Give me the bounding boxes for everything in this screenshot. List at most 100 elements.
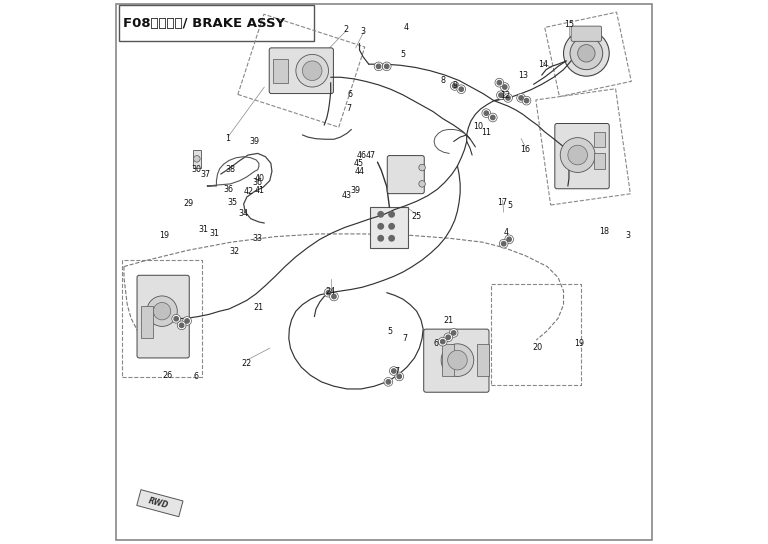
Bar bbox=[273, 59, 288, 83]
Circle shape bbox=[378, 224, 383, 229]
Circle shape bbox=[326, 290, 331, 295]
Polygon shape bbox=[137, 490, 183, 517]
Circle shape bbox=[446, 335, 450, 339]
FancyBboxPatch shape bbox=[424, 329, 489, 392]
Text: 14: 14 bbox=[538, 60, 548, 69]
Text: 9: 9 bbox=[452, 82, 457, 90]
Text: 19: 19 bbox=[159, 231, 169, 239]
Circle shape bbox=[177, 321, 186, 330]
Circle shape bbox=[329, 292, 338, 301]
Circle shape bbox=[392, 369, 396, 373]
FancyBboxPatch shape bbox=[571, 26, 601, 41]
Circle shape bbox=[484, 111, 488, 115]
Circle shape bbox=[522, 96, 531, 105]
Text: 34: 34 bbox=[239, 209, 249, 218]
Circle shape bbox=[303, 61, 322, 81]
Circle shape bbox=[570, 37, 603, 70]
Circle shape bbox=[378, 212, 383, 217]
Circle shape bbox=[180, 323, 184, 327]
Circle shape bbox=[296, 54, 329, 87]
Circle shape bbox=[507, 237, 511, 242]
Text: 5: 5 bbox=[387, 327, 392, 336]
Text: 7: 7 bbox=[395, 367, 399, 375]
Text: 29: 29 bbox=[183, 200, 194, 208]
Circle shape bbox=[525, 98, 528, 103]
Circle shape bbox=[504, 94, 512, 102]
Text: F08制动总成/ BRAKE ASSY: F08制动总成/ BRAKE ASSY bbox=[123, 17, 285, 29]
Circle shape bbox=[497, 81, 502, 85]
Text: 10: 10 bbox=[473, 122, 483, 131]
Circle shape bbox=[505, 235, 514, 244]
Circle shape bbox=[376, 64, 381, 69]
Circle shape bbox=[378, 236, 383, 241]
Circle shape bbox=[397, 374, 402, 379]
Text: 8: 8 bbox=[440, 76, 445, 85]
Text: 7: 7 bbox=[402, 334, 407, 343]
Circle shape bbox=[482, 109, 491, 118]
Circle shape bbox=[444, 333, 452, 342]
Circle shape bbox=[419, 164, 425, 171]
Bar bbox=[477, 344, 489, 376]
Text: 44: 44 bbox=[355, 167, 365, 176]
Circle shape bbox=[459, 87, 463, 91]
Circle shape bbox=[501, 83, 509, 91]
Circle shape bbox=[389, 212, 394, 217]
Circle shape bbox=[502, 85, 507, 89]
Circle shape bbox=[560, 138, 595, 172]
Text: 3: 3 bbox=[625, 231, 631, 239]
Circle shape bbox=[450, 82, 459, 90]
Text: 5: 5 bbox=[508, 201, 513, 210]
Circle shape bbox=[517, 94, 525, 102]
Bar bbox=[594, 153, 605, 169]
Text: 16: 16 bbox=[521, 145, 531, 153]
Circle shape bbox=[519, 96, 523, 100]
Circle shape bbox=[498, 93, 503, 97]
Text: 45: 45 bbox=[354, 159, 364, 168]
Circle shape bbox=[385, 64, 389, 69]
Circle shape bbox=[324, 288, 333, 297]
Text: 26: 26 bbox=[162, 371, 173, 380]
Text: 22: 22 bbox=[242, 359, 252, 368]
Text: 36: 36 bbox=[253, 178, 263, 187]
Text: 21: 21 bbox=[443, 317, 453, 325]
Text: 43: 43 bbox=[342, 191, 352, 200]
Text: 38: 38 bbox=[226, 165, 236, 174]
Circle shape bbox=[174, 317, 178, 321]
Circle shape bbox=[488, 113, 497, 122]
Text: 35: 35 bbox=[227, 198, 238, 207]
Circle shape bbox=[147, 296, 177, 326]
Circle shape bbox=[389, 236, 394, 241]
Text: 18: 18 bbox=[599, 227, 609, 236]
Bar bbox=[141, 306, 154, 338]
Circle shape bbox=[382, 62, 391, 71]
Circle shape bbox=[506, 96, 510, 100]
Text: 19: 19 bbox=[574, 339, 584, 348]
Circle shape bbox=[452, 84, 457, 88]
Circle shape bbox=[441, 344, 474, 376]
Text: 37: 37 bbox=[200, 170, 210, 178]
Text: 39: 39 bbox=[351, 186, 361, 195]
Text: 15: 15 bbox=[564, 20, 574, 29]
Text: 7: 7 bbox=[346, 104, 351, 113]
Text: 21: 21 bbox=[253, 303, 264, 312]
Circle shape bbox=[185, 319, 189, 323]
Circle shape bbox=[502, 242, 506, 246]
Text: 42: 42 bbox=[244, 187, 254, 196]
Text: 4: 4 bbox=[403, 23, 409, 32]
Text: 47: 47 bbox=[366, 151, 376, 159]
Circle shape bbox=[395, 372, 404, 381]
Text: 33: 33 bbox=[253, 234, 263, 243]
Text: 41: 41 bbox=[255, 186, 265, 195]
Text: 24: 24 bbox=[326, 287, 336, 295]
Circle shape bbox=[439, 337, 447, 346]
FancyBboxPatch shape bbox=[270, 48, 333, 94]
Text: 20: 20 bbox=[532, 343, 542, 351]
Text: 17: 17 bbox=[498, 198, 508, 207]
Circle shape bbox=[449, 329, 458, 337]
Text: 11: 11 bbox=[482, 128, 492, 137]
Circle shape bbox=[384, 378, 392, 386]
Circle shape bbox=[194, 156, 200, 162]
FancyBboxPatch shape bbox=[554, 123, 609, 189]
Text: 5: 5 bbox=[400, 50, 406, 59]
Circle shape bbox=[578, 45, 595, 62]
